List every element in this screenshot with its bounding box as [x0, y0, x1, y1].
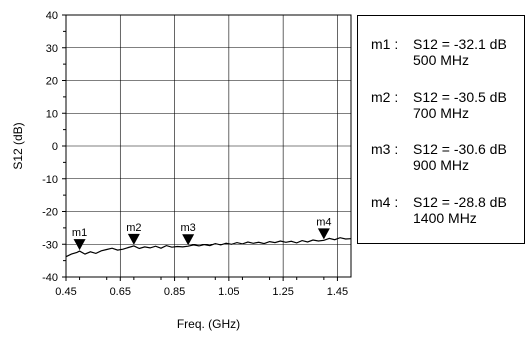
x-tick-label: 1.05 — [218, 286, 239, 298]
y-tick-label: 30 — [46, 43, 58, 55]
x-tick-label: 0.85 — [164, 286, 185, 298]
axis-ticks: 0.45 0.65 0.85 1.05 1.25 1.45 40 30 20 10 0 -10 -20 -… — [42, 10, 348, 298]
legend-value: S12 = -32.1 dB — [413, 36, 507, 52]
y-tick-label: -30 — [42, 239, 58, 251]
x-axis-label: Freq. (GHz) — [177, 317, 240, 331]
marker-m2-label: m2 — [126, 222, 141, 234]
legend-entry-m1: m1 : S12 = -32.1 dB 500 MHz — [371, 36, 507, 68]
legend-value: S12 = -30.5 dB — [413, 89, 507, 105]
grid-lines — [65, 14, 351, 278]
legend-value: S12 = -28.8 dB — [413, 194, 507, 210]
x-tick-label: 1.25 — [272, 286, 293, 298]
marker-m1-label: m1 — [72, 227, 87, 239]
series-group — [65, 237, 352, 258]
y-tick-label: 20 — [46, 76, 58, 88]
y-tick-label: 0 — [52, 141, 58, 153]
legend-marker-label: m3 : — [371, 141, 399, 157]
y-tick-label: 10 — [46, 108, 58, 120]
marker-m2-triangle — [127, 233, 140, 245]
legend-entry-m4: m4 : S12 = -28.8 dB 1400 MHz — [371, 194, 507, 226]
marker-m3-triangle — [182, 234, 195, 246]
y-tick-label: 40 — [46, 10, 58, 22]
marker-m1-triangle — [73, 239, 86, 251]
s12-series-line — [65, 237, 352, 258]
legend-frequency: 700 MHz — [413, 105, 470, 121]
y-tick-label: -20 — [42, 207, 58, 219]
marker-m4-triangle — [317, 228, 330, 240]
marker-group: m1 m2 m3 m4 — [72, 216, 331, 251]
legend-marker-label: m1 : — [371, 36, 399, 52]
legend-frequency: 1400 MHz — [413, 210, 477, 226]
legend-entry-m3: m3 : S12 = -30.6 dB 900 MHz — [371, 141, 507, 173]
legend-frequency: 900 MHz — [413, 157, 470, 173]
x-tick-label: 1.45 — [327, 286, 348, 298]
y-tick-label: -10 — [42, 174, 58, 186]
y-axis-label: S12 (dB) — [11, 122, 25, 169]
legend-entry-m2: m2 : S12 = -30.5 dB 700 MHz — [371, 89, 507, 121]
marker-m4-label: m4 — [316, 216, 331, 228]
legend-marker-label: m4 : — [371, 194, 399, 210]
legend-frequency: 500 MHz — [413, 52, 470, 68]
legend-value: S12 = -30.6 dB — [413, 141, 507, 157]
marker-m3-label: m3 — [181, 222, 196, 234]
x-tick-label: 0.65 — [110, 286, 131, 298]
x-tick-label: 0.45 — [55, 286, 76, 298]
plot-frame — [65, 14, 352, 278]
marker-legend: m1 : S12 = -32.1 dB 500 MHz m2 : S12 = -30… — [357, 15, 525, 244]
y-tick-label: -40 — [42, 272, 58, 284]
legend-marker-label: m2 : — [371, 89, 399, 105]
